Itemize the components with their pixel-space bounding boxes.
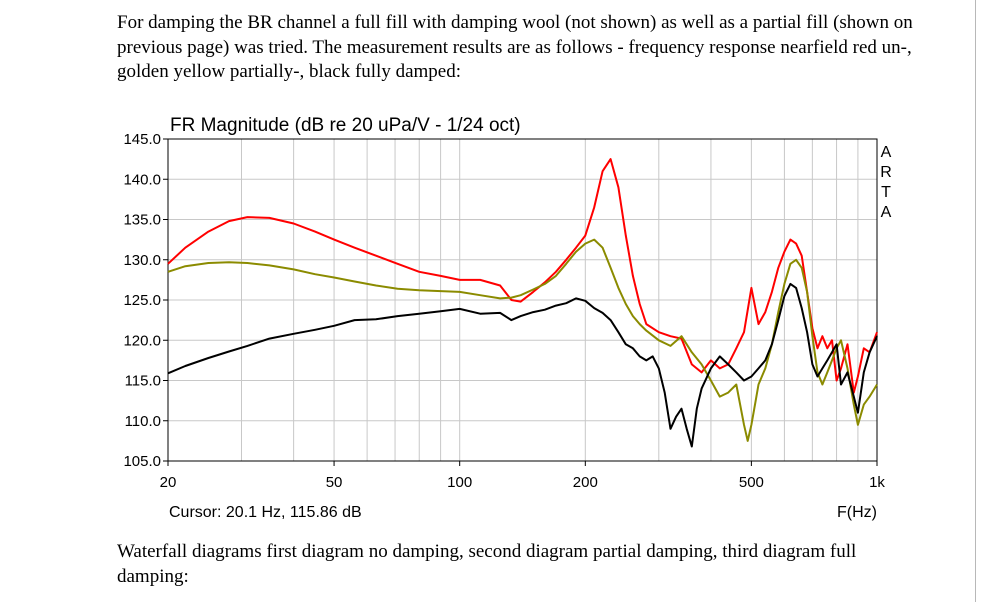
x-tick-label: 1k	[869, 474, 885, 491]
y-tick-label: 115.0	[125, 373, 161, 390]
cursor-readout: Cursor: 20.1 Hz, 115.86 dB	[169, 504, 362, 521]
series-line-3	[167, 282, 878, 448]
brand-letter: T	[881, 184, 891, 201]
brand-letter: A	[881, 144, 892, 161]
x-tick-label: 500	[739, 474, 764, 491]
brand-letter: R	[880, 164, 892, 181]
y-tick-label: 120.0	[123, 332, 161, 349]
chart-title: FR Magnitude (dB re 20 uPa/V - 1/24 oct)	[170, 115, 521, 136]
y-tick-label: 135.0	[123, 212, 161, 229]
outro-paragraph: Waterfall diagrams first diagram no damp…	[117, 541, 857, 587]
chart-grid	[168, 139, 877, 461]
x-tick-label: 200	[573, 474, 598, 491]
x-tick-label: 20	[160, 474, 177, 491]
chart-series	[167, 158, 878, 448]
brand-letter: A	[881, 204, 892, 221]
frequency-response-chart: 145.0 140.0 135.0 130.0 125.0 120.0 115.0 110.0…	[123, 115, 892, 521]
intro-paragraph: For damping the BR channel a full fill w…	[117, 12, 913, 82]
y-tick-label: 110.0	[125, 413, 161, 430]
y-tick-label: 145.0	[123, 131, 161, 148]
x-tick-label: 100	[447, 474, 472, 491]
y-tick-label: 105.0	[123, 453, 161, 470]
chart-ticks: 145.0 140.0 135.0 130.0 125.0 120.0 115.0 110.0…	[123, 131, 885, 491]
series-line-2	[167, 238, 878, 442]
page-edge-rule	[975, 0, 976, 602]
y-tick-label: 130.0	[123, 252, 161, 269]
x-axis-label: F(Hz)	[837, 504, 877, 521]
x-tick-label: 50	[326, 474, 343, 491]
y-tick-label: 125.0	[123, 292, 161, 309]
y-tick-label: 140.0	[123, 171, 161, 188]
series-line-1	[167, 158, 878, 394]
